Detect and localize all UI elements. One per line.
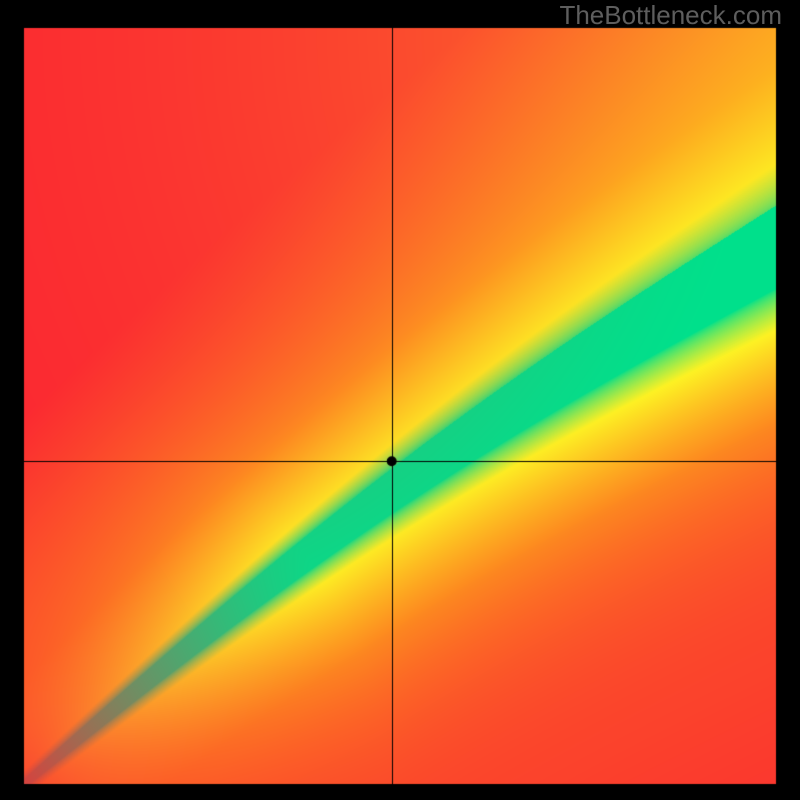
bottleneck-heatmap xyxy=(0,0,800,800)
watermark-text: TheBottleneck.com xyxy=(559,0,782,31)
